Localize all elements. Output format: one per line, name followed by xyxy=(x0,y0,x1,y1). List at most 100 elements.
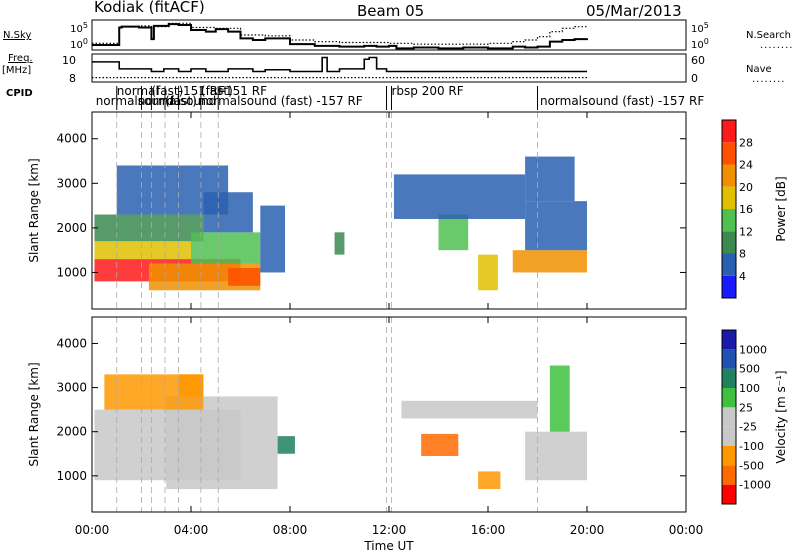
power-patch-10 xyxy=(438,214,469,251)
time-xtick-label-1: 04:00 xyxy=(174,523,209,537)
power-patch-12 xyxy=(512,250,538,273)
noise-ytick-right-bottom: 100 xyxy=(691,37,709,51)
velocity-colorbar-label: Velocity [m s⁻¹] xyxy=(774,370,788,463)
power-colorbar-tick-6: 28 xyxy=(739,136,753,149)
freq-ytick-left-bottom: 8 xyxy=(69,72,76,85)
velocity-colorbar-cell-0 xyxy=(722,484,736,504)
cpid-entry-2: (fast) xyxy=(151,84,183,98)
freq-ytick-right-top: 60 xyxy=(691,54,705,67)
freq-ytick-left-top: 10 xyxy=(62,54,76,67)
freq-label: Freq. xyxy=(8,53,33,64)
velocity-colorbar-tick-5: -100 xyxy=(739,440,764,453)
nsearch-dots: ........ xyxy=(760,40,794,51)
power-patch-9 xyxy=(334,232,345,255)
cpid-entry-10: normalsound (fast) -157 RF xyxy=(540,94,704,108)
velocity-colorbar-tick-3: 25 xyxy=(739,401,753,414)
velocity-patch-7 xyxy=(525,431,587,481)
date-label: 05/Mar/2013 xyxy=(586,2,682,20)
power-colorbar-cell-3 xyxy=(722,209,736,232)
velocity-colorbar-tick-4: -25 xyxy=(739,421,757,434)
noise-series-nsky xyxy=(92,23,588,50)
power-patch-1 xyxy=(94,241,191,260)
power-patch-7 xyxy=(260,205,286,273)
time-xtick-label-5: 20:00 xyxy=(570,523,605,537)
velocity-colorbar-cell-4 xyxy=(722,407,736,427)
time-xtick-label-6: 00:00 xyxy=(669,523,704,537)
velocity-colorbar-cell-7 xyxy=(722,349,736,369)
power-patch-15 xyxy=(525,156,575,202)
power-ytick-label-0: 1000 xyxy=(56,265,87,279)
noise-ytick-left-top: 105 xyxy=(70,21,88,35)
plot-title: Kodiak (fitACF) xyxy=(94,0,205,16)
power-colorbar-cell-6 xyxy=(722,142,736,165)
beam-label: Beam 05 xyxy=(357,2,425,20)
freq-panel-frame xyxy=(91,53,687,83)
velocity-colorbar-tick-6: -500 xyxy=(739,459,764,472)
nave-dots: ........ xyxy=(752,74,786,85)
power-patch-4 xyxy=(191,232,261,264)
power-colorbar-frame xyxy=(721,119,737,299)
power-colorbar-label: Power [dB] xyxy=(774,176,788,241)
velocity-ytick-label-0: 1000 xyxy=(56,469,87,483)
velocity-patch-3 xyxy=(178,374,204,397)
cpid-entry-8: normalsound (fast) -157 RF xyxy=(198,94,362,108)
noise-ytick-right-top: 105 xyxy=(691,21,709,35)
cpid-entry-3: normalsound xyxy=(138,94,216,108)
time-xtick-label-3: 12:00 xyxy=(372,523,407,537)
power-colorbar-tick-1: 8 xyxy=(739,248,746,261)
nave-label: Nave xyxy=(746,64,772,75)
velocity-colorbar-cell-3 xyxy=(722,426,736,446)
velocity-ytick-label-2: 3000 xyxy=(56,381,87,395)
time-xtick-label-2: 08:00 xyxy=(273,523,308,537)
velocity-colorbar-cell-6 xyxy=(722,368,736,388)
velocity-patch-8 xyxy=(549,365,570,432)
nsearch-label: N.Search xyxy=(746,30,792,41)
velocity-patch-9 xyxy=(478,471,501,490)
cpid-entry-6: (fast) xyxy=(201,84,233,98)
power-ytick-label-1: 2000 xyxy=(56,221,87,235)
power-patch-14 xyxy=(525,201,587,251)
velocity-colorbar-tick-0: 1000 xyxy=(739,343,767,356)
velocity-patch-4 xyxy=(277,436,295,454)
power-colorbar-cell-4 xyxy=(722,186,736,209)
time-xtick-label-4: 16:00 xyxy=(471,523,506,537)
velocity-colorbar-cell-1 xyxy=(722,465,736,485)
power-colorbar-cell-2 xyxy=(722,231,736,254)
noise-series-nsearch xyxy=(92,22,588,45)
velocity-colorbar-tick-1: 500 xyxy=(739,363,760,376)
power-colorbar-cell-0 xyxy=(722,275,736,298)
freq-series-freq xyxy=(92,56,587,73)
power-patch-2 xyxy=(94,214,204,242)
power-colorbar-tick-3: 16 xyxy=(739,203,753,216)
power-patch-8 xyxy=(116,165,229,215)
velocity-ytick-label-3: 4000 xyxy=(56,336,87,350)
freq-ytick-right-bottom: 0 xyxy=(691,72,698,85)
nsky-label: N.Sky xyxy=(3,30,32,41)
velocity-colorbar-cell-8 xyxy=(722,330,736,350)
noise-panel-frame xyxy=(91,19,687,51)
power-patch-11 xyxy=(393,174,526,219)
noise-ytick-left-bottom: 100 xyxy=(70,37,88,51)
time-xtick-label-0: 00:00 xyxy=(75,523,110,537)
cpid-entry-5: -151 RF xyxy=(179,84,225,98)
velocity-patch-5 xyxy=(421,433,459,456)
power-ytick-label-3: 4000 xyxy=(56,132,87,146)
power-colorbar-cell-5 xyxy=(722,164,736,187)
power-colorbar-cell-7 xyxy=(722,120,736,143)
velocity-colorbar-cell-2 xyxy=(722,446,736,466)
cpid-entry-4: (fast) xyxy=(165,94,197,108)
power-patch-13 xyxy=(537,250,587,273)
power-colorbar-tick-0: 4 xyxy=(739,270,746,283)
cpid-entry-1: normal xyxy=(117,84,159,98)
cpid-label: CPID xyxy=(6,88,33,99)
power-colorbar-tick-2: 12 xyxy=(739,225,753,238)
power-colorbar-tick-4: 20 xyxy=(739,181,753,194)
velocity-colorbar-tick-2: 100 xyxy=(739,382,760,395)
power-ylabel: Slant Range [km] xyxy=(27,158,41,262)
power-ytick-label-2: 3000 xyxy=(56,176,87,190)
velocity-colorbar-frame xyxy=(721,329,737,505)
freq-unit-label: [MHz] xyxy=(2,65,32,76)
velocity-colorbar-cell-5 xyxy=(722,388,736,408)
cpid-entry-7: -151 RF xyxy=(221,84,267,98)
